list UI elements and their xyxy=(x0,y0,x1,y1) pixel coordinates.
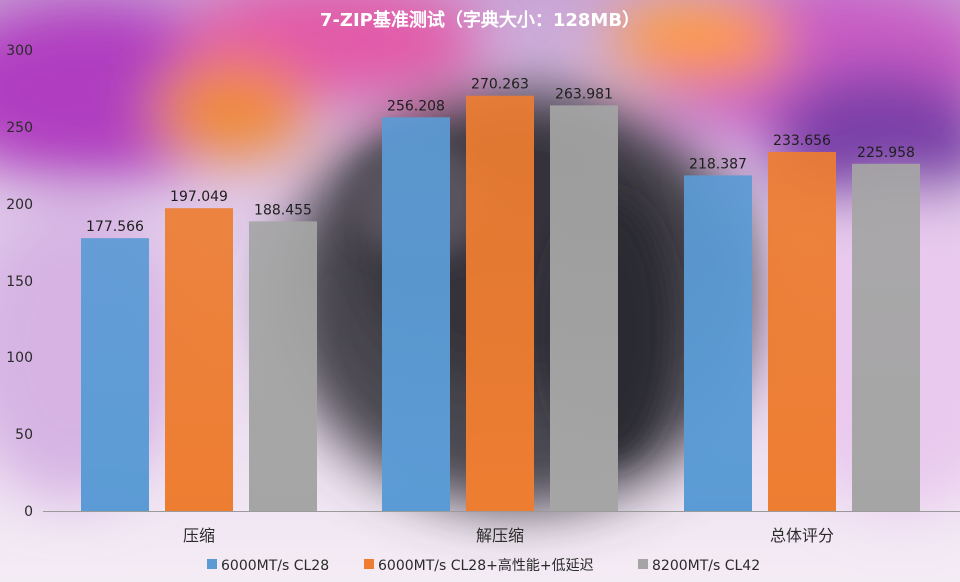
bars-group xyxy=(81,95,920,512)
data-label: 218.387 xyxy=(689,156,747,172)
legend-label: 8200MT/s CL42 xyxy=(652,558,760,574)
y-tick-label: 50 xyxy=(15,427,33,443)
y-tick-label: 0 xyxy=(24,504,33,520)
legend-swatch xyxy=(207,559,217,569)
legend-swatch xyxy=(638,559,648,569)
legend-swatch xyxy=(364,559,374,569)
legend-label: 6000MT/s CL28 xyxy=(221,558,329,574)
data-label: 256.208 xyxy=(387,98,445,114)
legend: 6000MT/s CL28 6000MT/s CL28+高性能+低延迟 8200… xyxy=(207,557,760,574)
data-label: 197.049 xyxy=(170,189,228,205)
data-labels-group: 177.566 197.049 188.455 256.208 270.263 263.9… xyxy=(86,77,915,235)
data-label: 270.263 xyxy=(471,77,529,93)
legend-item: 8200MT/s CL42 xyxy=(638,558,760,574)
legend-item: 6000MT/s CL28 xyxy=(207,558,329,574)
data-label: 177.566 xyxy=(86,219,144,235)
y-tick-label: 200 xyxy=(6,197,33,213)
bar xyxy=(768,151,836,511)
bar xyxy=(852,163,920,511)
bar xyxy=(684,175,752,511)
y-tick-label: 300 xyxy=(6,43,33,59)
y-tick-label: 150 xyxy=(6,274,33,290)
data-label: 233.656 xyxy=(773,133,831,149)
x-axis: 压缩 解压缩 总体评分 xyxy=(183,526,834,545)
y-axis: 0 50 100 150 200 250 300 xyxy=(6,43,33,520)
chart-title: 7-ZIP基准测试（字典大小：128MB） xyxy=(320,9,640,31)
bar xyxy=(81,238,149,511)
data-label: 188.455 xyxy=(254,202,312,218)
legend-item: 6000MT/s CL28+高性能+低延迟 xyxy=(364,557,594,574)
bar xyxy=(466,95,534,511)
bar xyxy=(382,117,450,512)
bar xyxy=(249,221,317,512)
x-category-label: 压缩 xyxy=(183,526,215,545)
data-label: 225.958 xyxy=(857,145,915,161)
x-category-label: 总体评分 xyxy=(770,526,834,545)
legend-label: 6000MT/s CL28+高性能+低延迟 xyxy=(378,557,594,574)
data-label: 263.981 xyxy=(555,86,613,102)
y-tick-label: 250 xyxy=(6,120,33,136)
bar xyxy=(550,105,618,512)
x-category-label: 解压缩 xyxy=(476,526,524,545)
y-tick-label: 100 xyxy=(6,350,33,366)
bar xyxy=(165,208,233,512)
